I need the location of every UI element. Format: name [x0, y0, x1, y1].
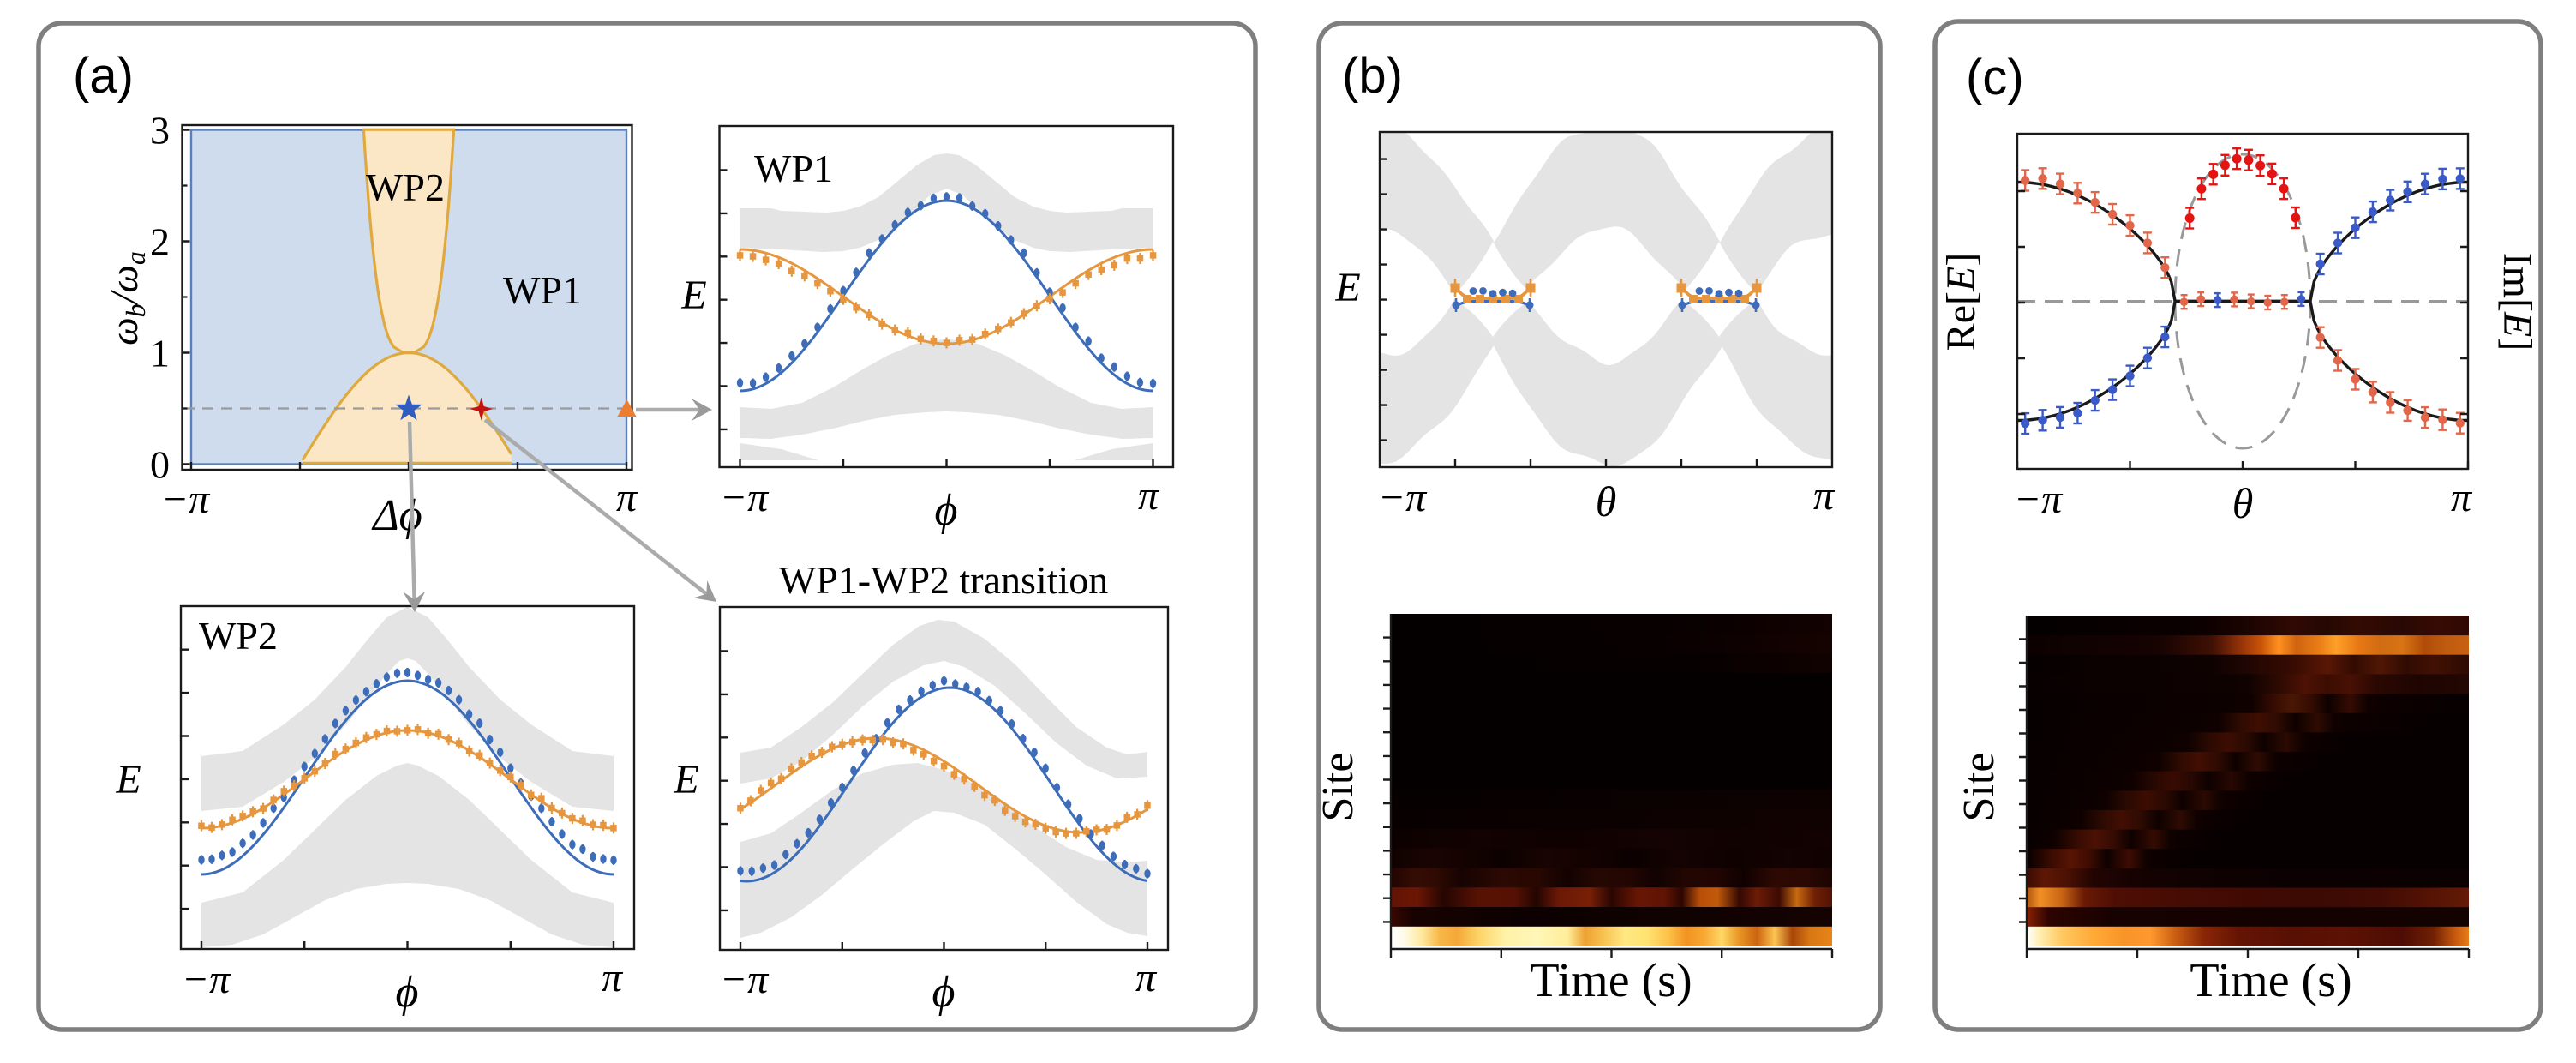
- svg-text:−π: −π: [2014, 477, 2064, 522]
- svg-text:0: 0: [150, 443, 170, 487]
- svg-text:Im[E]: Im[E]: [2495, 253, 2540, 351]
- svg-text:(b): (b): [1342, 48, 1403, 104]
- svg-text:WP2: WP2: [199, 614, 278, 658]
- svg-text:θ: θ: [1596, 477, 1617, 525]
- svg-text:−π: −π: [720, 957, 770, 1002]
- svg-text:WP1: WP1: [503, 268, 582, 312]
- svg-text:ϕ: ϕ: [932, 968, 956, 1017]
- svg-text:(c): (c): [1966, 50, 2024, 105]
- svg-text:π: π: [2451, 475, 2473, 520]
- svg-text:Re[E]: Re[E]: [1938, 253, 1984, 351]
- svg-text:Time (s): Time (s): [1530, 954, 1692, 1007]
- svg-text:WP1: WP1: [754, 147, 833, 190]
- svg-text:θ: θ: [2232, 479, 2254, 527]
- svg-text:ϕ: ϕ: [396, 968, 419, 1017]
- svg-text:−π: −π: [720, 475, 770, 520]
- svg-text:E: E: [673, 757, 698, 802]
- svg-text:WP2: WP2: [366, 165, 445, 209]
- svg-text:(a): (a): [73, 48, 134, 104]
- svg-text:Δϕ: Δϕ: [371, 491, 422, 540]
- svg-text:E: E: [115, 757, 141, 802]
- svg-text:π: π: [1138, 473, 1160, 519]
- svg-text:Time (s): Time (s): [2190, 954, 2351, 1007]
- svg-text:Site: Site: [1955, 753, 2004, 822]
- svg-text:π: π: [1813, 473, 1836, 519]
- svg-text:ωb/ωa: ωb/ωa: [102, 251, 151, 345]
- svg-text:Site: Site: [1314, 753, 1363, 822]
- svg-text:π: π: [602, 955, 624, 1000]
- svg-text:1: 1: [150, 332, 170, 375]
- svg-text:−π: −π: [182, 957, 231, 1002]
- svg-text:ϕ: ϕ: [935, 486, 958, 535]
- svg-text:−π: −π: [1378, 475, 1428, 520]
- svg-text:π: π: [616, 475, 638, 520]
- svg-text:2: 2: [150, 220, 170, 264]
- svg-text:π: π: [1135, 955, 1158, 1000]
- svg-text:WP1-WP2 transition: WP1-WP2 transition: [779, 558, 1109, 602]
- svg-text:3: 3: [150, 109, 170, 153]
- svg-text:E: E: [680, 273, 706, 318]
- svg-text:−π: −π: [161, 477, 211, 522]
- svg-text:E: E: [1334, 265, 1360, 310]
